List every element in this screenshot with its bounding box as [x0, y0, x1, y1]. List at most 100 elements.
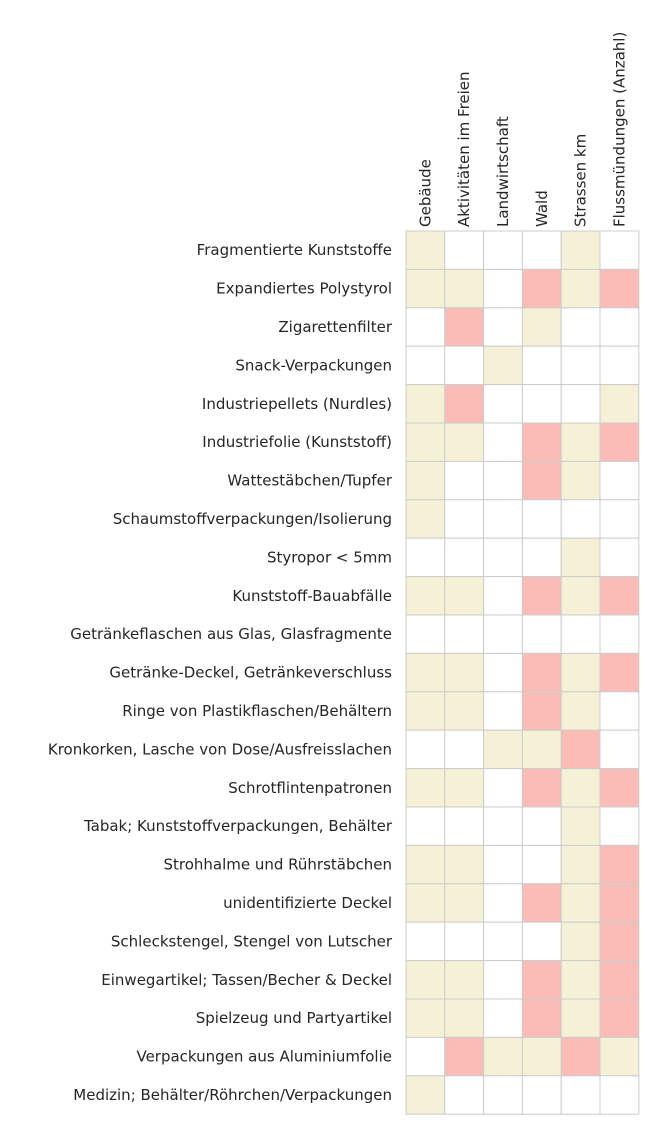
heatmap-cell [405, 614, 446, 654]
row-label: Schleckstengel, Stengel von Lutscher [111, 932, 393, 950]
heatmap-cell [444, 576, 485, 616]
heatmap-cell [560, 691, 601, 731]
heatmap-cell [599, 768, 640, 808]
row-label: Getränke-Deckel, Getränkeverschluss [109, 664, 392, 682]
heatmap-cell [444, 230, 485, 270]
heatmap-cell [521, 345, 562, 386]
row-labels: Fragmentierte Kunststoffe Expandiertes Po… [48, 241, 393, 1104]
heatmap-cell [483, 729, 523, 770]
row-label: Ringe von Plastikflaschen/Behältern [122, 702, 392, 720]
row-label: Spielzeug und Partyartikel [196, 1009, 392, 1027]
heatmap-cell [405, 960, 446, 1000]
column-label: Aktivitäten im Freien [455, 71, 473, 227]
row-label: Strohhalme und Rührstäbchen [163, 856, 392, 874]
row-label: Tabak; Kunststoffverpackungen, Behälter [83, 817, 393, 835]
heatmap-cell [483, 576, 523, 616]
heatmap-cell [599, 499, 640, 539]
heatmap-cell [405, 921, 446, 962]
heatmap-cell [444, 384, 485, 424]
heatmap-cell [521, 307, 562, 347]
heatmap-cell [599, 806, 640, 846]
row-label: Fragmentierte Kunststoffe [197, 241, 392, 259]
heatmap-cell [599, 652, 640, 693]
heatmap-cell [521, 998, 562, 1038]
column-label: Flussmündungen (Anzahl) [610, 32, 628, 227]
heatmap-cell [444, 691, 485, 731]
heatmap-cell [405, 1036, 446, 1077]
heatmap-cell [521, 499, 562, 539]
row-label: Verpackungen aus Aluminiumfolie [136, 1048, 392, 1066]
heatmap-cell [405, 844, 446, 885]
column-label: Gebäude [416, 159, 434, 227]
heatmap-cell [599, 1075, 640, 1115]
heatmap-cell [444, 883, 485, 923]
heatmap-cell [599, 384, 640, 424]
heatmap-cell [483, 691, 523, 731]
heatmap-cell [599, 307, 640, 347]
heatmap-cell [560, 960, 601, 1000]
heatmap-cell [483, 268, 523, 309]
heatmap-cell [483, 998, 523, 1038]
heatmap-cell [444, 422, 485, 462]
heatmap-cell [560, 1075, 601, 1115]
heatmap-cell [521, 422, 562, 462]
heatmap-cell [483, 614, 523, 654]
heatmap-cell [521, 806, 562, 846]
heatmap-cell [483, 806, 523, 846]
heatmap-cell [483, 345, 523, 386]
heatmap-cells [405, 230, 640, 1115]
heatmap-cell [405, 652, 446, 693]
heatmap-cell [483, 460, 523, 501]
heatmap-cell [560, 460, 601, 501]
heatmap-cell [483, 768, 523, 808]
heatmap-cell [444, 307, 485, 347]
heatmap-cell [599, 230, 640, 270]
heatmap-cell [405, 537, 446, 578]
heatmap-cell [483, 844, 523, 885]
heatmap-cell [444, 537, 485, 578]
heatmap-cell [560, 806, 601, 846]
row-label: Wattestäbchen/Tupfer [227, 472, 392, 490]
heatmap-cell [560, 1036, 601, 1077]
heatmap-cell [560, 998, 601, 1038]
row-label: Schrotflintenpatronen [228, 779, 392, 797]
heatmap-cell [599, 998, 640, 1038]
heatmap-cell [483, 307, 523, 347]
heatmap-cell [405, 268, 446, 309]
heatmap-cell [483, 883, 523, 923]
heatmap-cell [521, 1036, 562, 1077]
heatmap-cell [483, 384, 523, 424]
heatmap-cell [405, 729, 446, 770]
heatmap-cell [405, 499, 446, 539]
heatmap-cell [405, 384, 446, 424]
heatmap-cell [444, 844, 485, 885]
heatmap-cell [444, 921, 485, 962]
heatmap-cell [444, 268, 485, 309]
heatmap-cell [560, 230, 601, 270]
row-label: unidentifizierte Deckel [223, 894, 392, 912]
heatmap-cell [444, 614, 485, 654]
heatmap-cell [521, 576, 562, 616]
heatmap-cell [521, 384, 562, 424]
heatmap-cell [560, 729, 601, 770]
heatmap-cell [560, 844, 601, 885]
row-label: Styropor < 5mm [267, 548, 392, 566]
heatmap-cell [560, 384, 601, 424]
heatmap-cell [521, 844, 562, 885]
row-label: Medizin; Behälter/Röhrchen/Verpackungen [73, 1086, 392, 1104]
heatmap-cell [599, 1036, 640, 1077]
heatmap-cell [521, 537, 562, 578]
heatmap-cell [560, 307, 601, 347]
row-label: Einwegartikel; Tassen/Becher & Deckel [101, 971, 392, 989]
row-label: Kunststoff-Bauabfälle [232, 587, 392, 605]
heatmap-cell [405, 576, 446, 616]
heatmap-cell [599, 537, 640, 578]
row-label: Expandiertes Polystyrol [216, 280, 392, 298]
heatmap-cell [560, 921, 601, 962]
heatmap-cell [521, 768, 562, 808]
heatmap-cell [521, 1075, 562, 1115]
heatmap-cell [521, 460, 562, 501]
heatmap-cell [483, 1036, 523, 1077]
row-label: Schaumstoffverpackungen/Isolierung [113, 510, 392, 528]
heatmap-cell [560, 345, 601, 386]
